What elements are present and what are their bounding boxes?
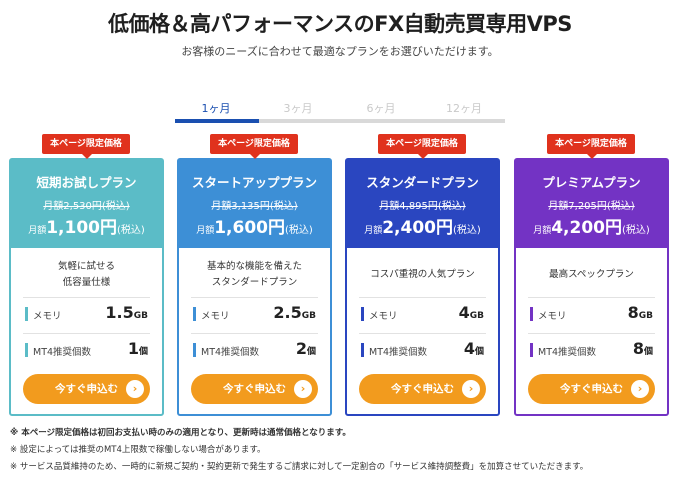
apply-now-button[interactable]: 今すぐ申込む › <box>528 374 655 404</box>
spec-marker <box>530 307 533 321</box>
spec-value: 8GB <box>627 303 653 322</box>
price: 月額1,600円(税込) <box>196 218 313 238</box>
plan-name: スタートアッププラン <box>191 175 317 190</box>
apply-now-button[interactable]: 今すぐ申込む › <box>359 374 486 404</box>
spec-marker <box>25 307 28 321</box>
plan-description: コスパ重視の人気プラン <box>370 269 475 280</box>
plan-card-standard: スタンダードプラン 月額4,895円(税込) 月額2,400円(税込) コスパ重… <box>345 158 500 416</box>
spec-value: 4個 <box>463 339 484 358</box>
plan-card-header: 短期お試しプラン 月額2,530円(税込) 月額1,100円(税込) <box>11 160 162 248</box>
page-subtitle: お客様のニーズに合わせて最適なプランをお選びいただけます。 <box>181 45 499 58</box>
chevron-right-icon: › <box>631 380 649 398</box>
plan-card-header: プレミアムプラン 月額7,205円(税込) 月額4,200円(税込) <box>516 160 667 248</box>
limited-price-badge: 本ページ限定価格 <box>547 134 635 159</box>
spec-value: 1個 <box>127 339 148 358</box>
spec-label: MT4推奨個数 <box>369 347 428 358</box>
original-price: 月額7,205円(税込) <box>548 201 635 212</box>
spec-memory: メモリ 2.5GB <box>191 303 318 327</box>
spec-value: 1.5GB <box>105 303 148 322</box>
divider <box>528 333 655 334</box>
limited-price-badge: 本ページ限定価格 <box>42 134 130 159</box>
spec-value: 8個 <box>632 339 653 358</box>
tab-6-months[interactable]: 6ヶ月 <box>366 102 396 115</box>
plan-description: 基本的な機能を備えた スタンダードプラン <box>206 261 302 288</box>
spec-marker <box>193 343 196 357</box>
tab-1-month[interactable]: 1ヶ月 <box>201 102 231 115</box>
spec-label: メモリ <box>538 311 567 322</box>
plan-name: プレミアムプラン <box>542 175 641 190</box>
spec-mt4: MT4推奨個数 1個 <box>23 339 150 363</box>
spec-marker <box>193 307 196 321</box>
limited-price-badge: 本ページ限定価格 <box>378 134 466 159</box>
spec-marker <box>361 307 364 321</box>
spec-memory: メモリ 4GB <box>359 303 486 327</box>
plan-name: 短期お試しプラン <box>36 175 137 190</box>
divider <box>23 333 150 334</box>
spec-label: MT4推奨個数 <box>33 347 92 358</box>
tab-12-months[interactable]: 12ヶ月 <box>446 102 482 115</box>
price: 月額1,100円(税込) <box>28 218 145 238</box>
original-price: 月額4,895円(税込) <box>379 201 466 212</box>
plan-card-trial: 短期お試しプラン 月額2,530円(税込) 月額1,100円(税込) 気軽に試せ… <box>9 158 164 416</box>
spec-label: メモリ <box>201 311 230 322</box>
tab-active-indicator <box>175 119 259 123</box>
apply-now-button[interactable]: 今すぐ申込む › <box>191 374 318 404</box>
spec-value: 2.5GB <box>273 303 316 322</box>
chevron-right-icon: › <box>294 380 312 398</box>
divider <box>359 333 486 334</box>
billing-period-tabs: 1ヶ月 3ヶ月 6ヶ月 12ヶ月 <box>175 100 505 124</box>
spec-value: 4GB <box>458 303 484 322</box>
spec-memory: メモリ 1.5GB <box>23 303 150 327</box>
footnote: ※ 設定によっては推奨のMT4上限数で稼働しない場合があります。 <box>10 445 266 455</box>
divider <box>191 297 318 298</box>
original-price: 月額2,530円(税込) <box>43 201 130 212</box>
price: 月額2,400円(税込) <box>364 218 481 238</box>
spec-label: MT4推奨個数 <box>538 347 597 358</box>
plan-card-startup: スタートアッププラン 月額3,135円(税込) 月額1,600円(税込) 基本的… <box>177 158 332 416</box>
chevron-right-icon: › <box>126 380 144 398</box>
plan-card-header: スタートアッププラン 月額3,135円(税込) 月額1,600円(税込) <box>179 160 330 248</box>
spec-marker <box>530 343 533 357</box>
spec-label: メモリ <box>369 311 398 322</box>
spec-memory: メモリ 8GB <box>528 303 655 327</box>
plan-description: 気軽に試せる 低容量仕様 <box>57 261 115 288</box>
spec-label: メモリ <box>33 311 62 322</box>
tab-3-months[interactable]: 3ヶ月 <box>283 102 313 115</box>
divider <box>359 297 486 298</box>
spec-label: MT4推奨個数 <box>201 347 260 358</box>
tab-track <box>175 119 505 123</box>
spec-marker <box>361 343 364 357</box>
spec-mt4: MT4推奨個数 8個 <box>528 339 655 363</box>
spec-marker <box>25 343 28 357</box>
page-title: 低価格＆高パフォーマンスのFX自動売買専用VPS <box>108 12 572 36</box>
plan-description: 最高スペックプラン <box>549 269 634 280</box>
limited-price-badge: 本ページ限定価格 <box>210 134 298 159</box>
plan-card-header: スタンダードプラン 月額4,895円(税込) 月額2,400円(税込) <box>347 160 498 248</box>
divider <box>191 333 318 334</box>
apply-now-button[interactable]: 今すぐ申込む › <box>23 374 150 404</box>
footnote: ※ 本ページ限定価格は初回お支払い時のみの適用となり、更新時は通常価格となります… <box>10 428 351 438</box>
price: 月額4,200円(税込) <box>533 218 650 238</box>
divider <box>528 297 655 298</box>
spec-mt4: MT4推奨個数 4個 <box>359 339 486 363</box>
plan-card-premium: プレミアムプラン 月額7,205円(税込) 月額4,200円(税込) 最高スペッ… <box>514 158 669 416</box>
spec-value: 2個 <box>295 339 316 358</box>
footnote: ※ サービス品質維持のため、一時的に新規ご契約・契約更新で発生するご請求に対して… <box>10 462 589 472</box>
plan-name: スタンダードプラン <box>366 175 479 190</box>
chevron-right-icon: › <box>462 380 480 398</box>
plan-cards: 短期お試しプラン 月額2,530円(税込) 月額1,100円(税込) 気軽に試せ… <box>0 134 680 419</box>
original-price: 月額3,135円(税込) <box>211 201 298 212</box>
divider <box>23 297 150 298</box>
spec-mt4: MT4推奨個数 2個 <box>191 339 318 363</box>
